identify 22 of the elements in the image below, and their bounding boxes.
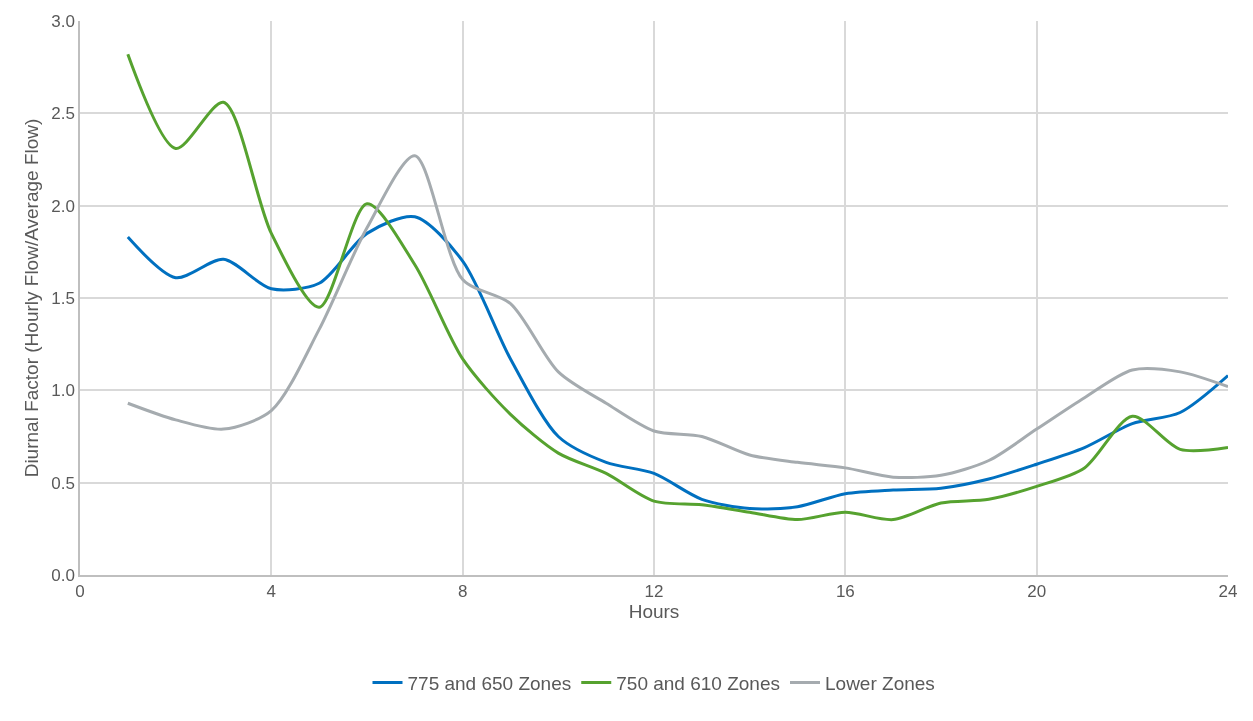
x-tick-label: 4 <box>266 582 277 602</box>
legend-label: 775 and 650 Zones <box>407 672 572 694</box>
y-tick-label: 0.5 <box>51 473 75 493</box>
y-axis-title: Diurnal Factor (Hourly Flow/Average Flow) <box>20 118 42 478</box>
x-tick-label: 24 <box>1218 582 1238 602</box>
y-tick-label: 2.5 <box>51 104 75 124</box>
line-series <box>126 215 1228 511</box>
x-axis-title: Hours <box>628 601 680 623</box>
y-tick-label: 1.5 <box>51 288 75 308</box>
legend-label: Lower Zones <box>825 672 935 694</box>
x-tick-label: 12 <box>644 582 664 602</box>
y-tick-label: 2.0 <box>51 196 75 216</box>
line-series <box>126 52 1228 522</box>
y-tick-label: 0.0 <box>51 565 75 585</box>
x-tick-label: 0 <box>75 582 85 602</box>
x-tick-label: 20 <box>1027 582 1047 602</box>
x-tick-label: 16 <box>835 582 855 602</box>
legend-label: 750 and 610 Zones <box>616 672 780 694</box>
line-series <box>126 154 1228 480</box>
x-tick-label: 8 <box>457 582 468 602</box>
y-tick-label: 1.0 <box>51 381 75 401</box>
y-tick-label: 3.0 <box>51 11 75 31</box>
